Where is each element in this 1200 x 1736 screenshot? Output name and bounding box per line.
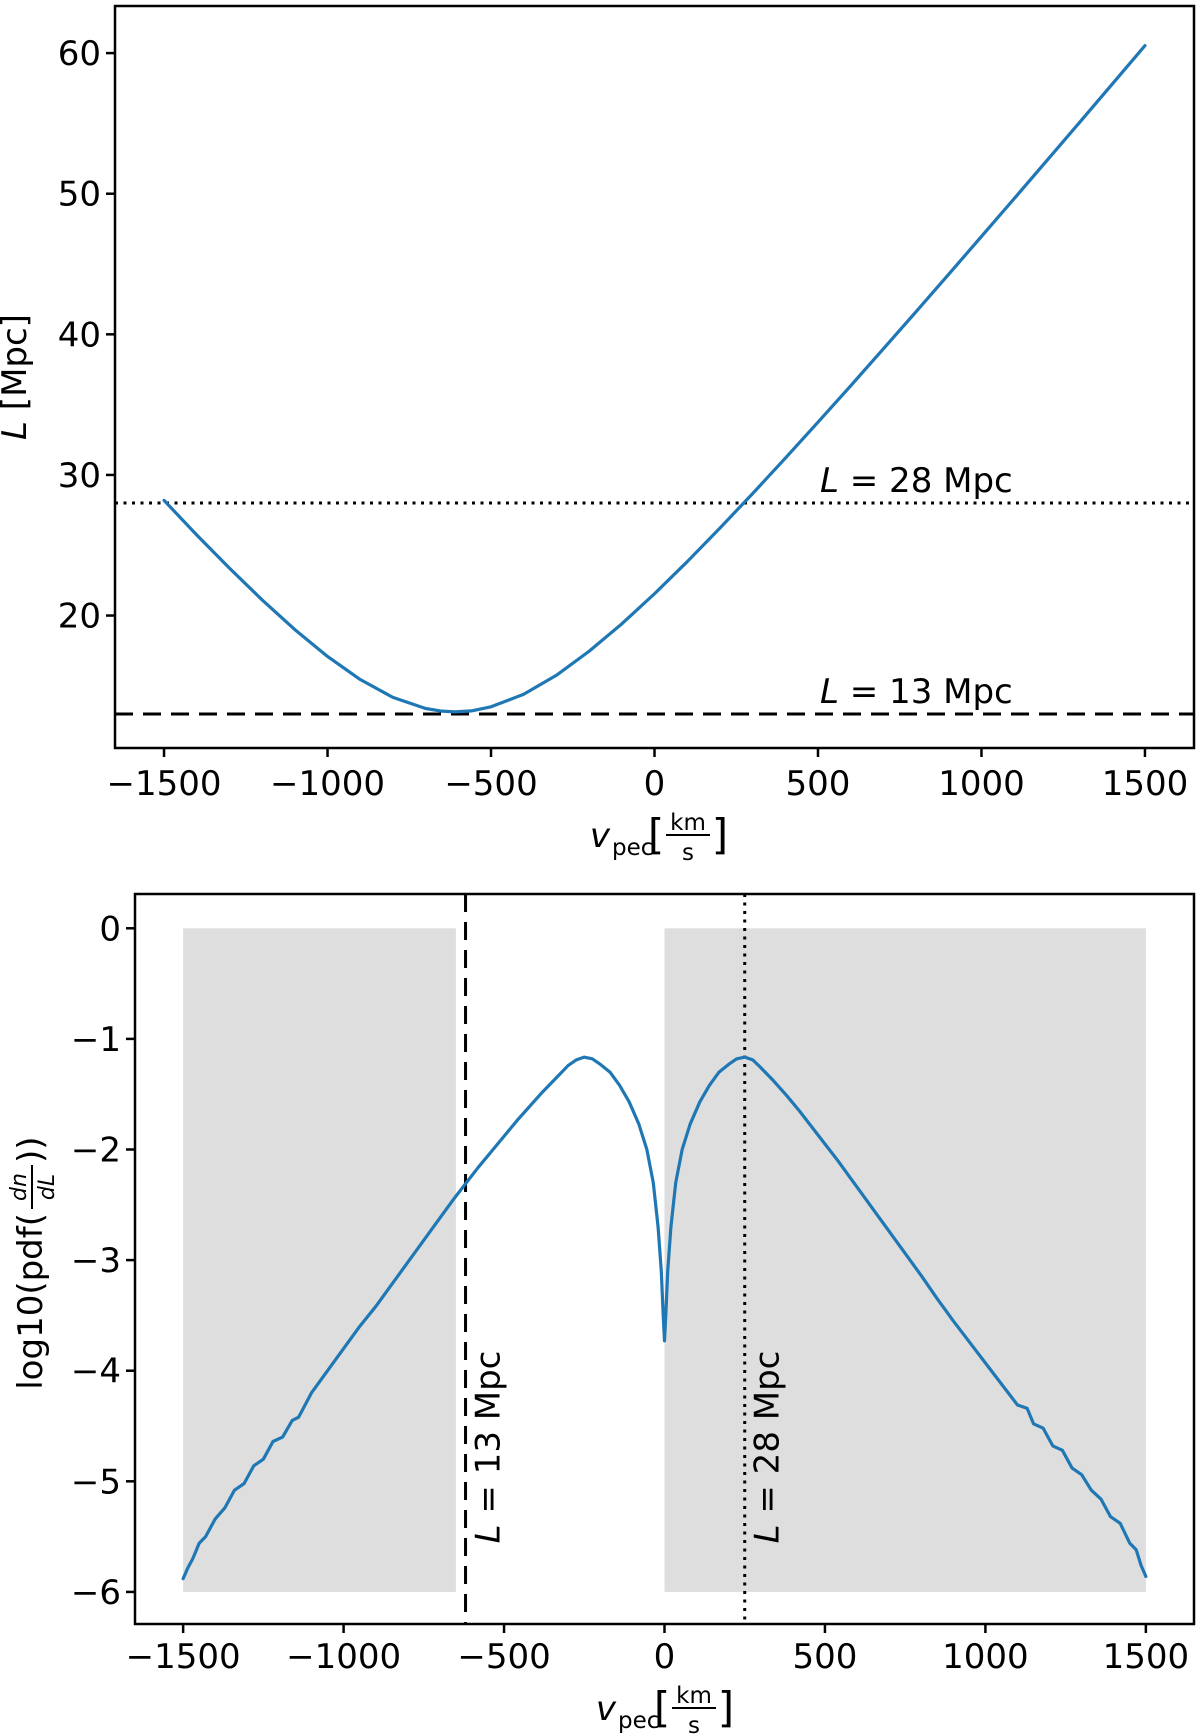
y-tick-label-bottom: 0 — [99, 909, 121, 949]
y-tick-label-top: 30 — [58, 456, 101, 496]
svg-text:[: [ — [648, 810, 664, 859]
data-curve-top-1 — [162, 44, 1147, 714]
svg-text:)): )) — [11, 1136, 51, 1163]
shaded-band-2 — [664, 928, 1146, 1592]
data-curve-bottom-1 — [181, 1055, 1148, 1581]
x-tick-label-top: −1500 — [107, 764, 222, 804]
x-axis-label-bottom: v pec[km s] — [596, 1683, 734, 1736]
x-tick-label-bottom: −1500 — [126, 1637, 241, 1677]
svg-text:[: [ — [654, 1683, 670, 1732]
y-tick-label-top: 60 — [58, 34, 101, 74]
y-tick-label-bottom: −6 — [71, 1573, 121, 1613]
x-tick-label-top: 500 — [786, 764, 851, 804]
rotated-annotation-v250: L = 28 Mpc — [748, 1351, 788, 1544]
x-tick-label-bottom: 0 — [654, 1637, 676, 1677]
svg-text:]: ] — [718, 1683, 734, 1732]
svg-text:km: km — [676, 1683, 712, 1709]
svg-text:s: s — [688, 1713, 700, 1736]
y-tick-label-bottom: −4 — [71, 1352, 121, 1392]
y-tick-label-bottom: −1 — [71, 1020, 121, 1060]
svg-text:L [Mpc]: L [Mpc] — [0, 314, 35, 440]
x-axis-label-top: v pec[km s] — [590, 810, 728, 866]
annotation-L-28-Mpc: L = 28 Mpc — [820, 461, 1013, 501]
y-tick-label-bottom: −3 — [71, 1241, 121, 1281]
y-axis-label-bottom: log10(pdf( dn dL)) — [7, 1136, 60, 1389]
svg-text:dL: dL — [35, 1174, 60, 1200]
x-tick-label-bottom: 1500 — [1103, 1637, 1190, 1677]
svg-text:s: s — [682, 840, 694, 866]
y-tick-label-bottom: −2 — [71, 1131, 121, 1171]
y-tick-label-top: 40 — [58, 315, 101, 355]
x-tick-label-bottom: 500 — [793, 1637, 858, 1677]
x-tick-label-top: 0 — [644, 764, 666, 804]
svg-text:dn: dn — [7, 1173, 32, 1201]
shaded-band-1 — [183, 928, 456, 1592]
annotation-L-13-Mpc: L = 13 Mpc — [820, 672, 1013, 712]
x-tick-label-top: 1500 — [1102, 764, 1189, 804]
y-tick-label-top: 20 — [58, 597, 101, 637]
svg-text:]: ] — [712, 810, 728, 859]
x-tick-label-top: −500 — [444, 764, 537, 804]
svg-text:pec: pec — [618, 1708, 659, 1734]
rotated-annotation-v-620: L = 13 Mpc — [469, 1351, 509, 1544]
x-tick-label-top: −1000 — [270, 764, 385, 804]
x-tick-label-bottom: 1000 — [942, 1637, 1029, 1677]
x-tick-label-bottom: −500 — [457, 1637, 550, 1677]
y-axis-label-top: L [Mpc] — [0, 314, 35, 440]
svg-text:log10(pdf(: log10(pdf( — [11, 1213, 51, 1390]
svg-text:km: km — [670, 810, 706, 836]
y-tick-label-top: 50 — [58, 175, 101, 215]
svg-text:v: v — [596, 1689, 617, 1729]
svg-text:v: v — [590, 816, 611, 856]
svg-text:pec: pec — [612, 835, 653, 861]
y-tick-label-bottom: −5 — [71, 1462, 121, 1502]
x-tick-label-bottom: −1000 — [286, 1637, 401, 1677]
x-tick-label-top: 1000 — [938, 764, 1025, 804]
